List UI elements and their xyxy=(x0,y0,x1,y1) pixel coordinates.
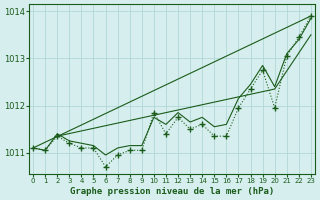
X-axis label: Graphe pression niveau de la mer (hPa): Graphe pression niveau de la mer (hPa) xyxy=(70,187,274,196)
